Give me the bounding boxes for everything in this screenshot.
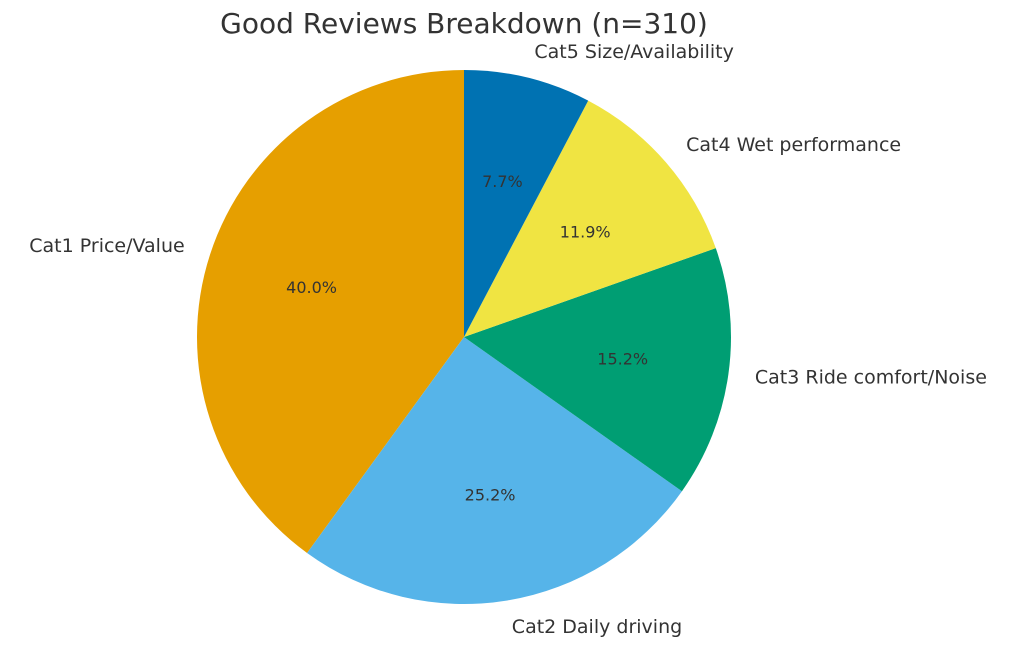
percent-label-cat1-price-value: 40.0% xyxy=(286,278,337,297)
percent-label-cat4-wet-performance: 11.9% xyxy=(560,223,611,242)
pie-slice-cat1-price-value xyxy=(196,70,464,554)
category-label-cat1-price-value: Cat1 Price/Value xyxy=(29,235,184,257)
category-label-cat2-daily-driving: Cat2 Daily driving xyxy=(512,616,682,638)
category-label-cat5-size-availability: Cat5 Size/Availability xyxy=(534,41,733,63)
percent-label-cat3-ride-comfort-noise: 15.2% xyxy=(597,350,648,369)
pie-slice-cat5-size-availability xyxy=(464,70,589,337)
chart-title: Good Reviews Breakdown (n=310) xyxy=(220,7,708,40)
pie-slice-cat3-ride-comfort-noise xyxy=(464,248,731,492)
pie-slices xyxy=(196,70,731,605)
percent-labels: 40.0% 25.2% 15.2% 11.9% 7.7% xyxy=(286,172,648,505)
category-labels: Cat1 Price/Value Cat2 Daily driving Cat3 R… xyxy=(29,41,987,638)
pie-slice-cat4-wet-performance xyxy=(464,100,716,337)
category-label-cat4-wet-performance: Cat4 Wet performance xyxy=(686,134,901,156)
pie-slice-cat2-daily-driving xyxy=(307,337,682,605)
percent-label-cat2-daily-driving: 25.2% xyxy=(465,486,516,505)
category-label-cat3-ride-comfort-noise: Cat3 Ride comfort/Noise xyxy=(755,367,987,389)
percent-label-cat5-size-availability: 7.7% xyxy=(482,172,523,191)
